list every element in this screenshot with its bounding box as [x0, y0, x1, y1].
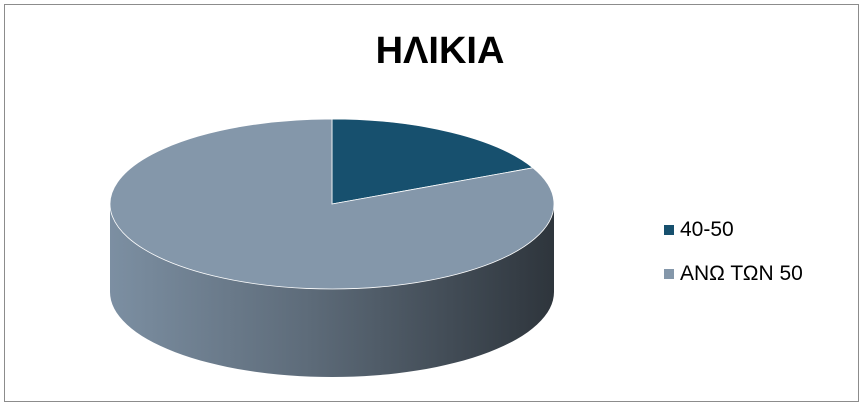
legend-swatch-40-50: [664, 225, 674, 235]
legend: 40-50 ΑΝΩ ΤΩΝ 50: [664, 218, 803, 306]
legend-label-over-50: ΑΝΩ ΤΩΝ 50: [680, 262, 803, 285]
pie-side-wall: [110, 204, 554, 377]
chart-title: ΗΛΙΚΙΑ: [375, 30, 505, 72]
legend-swatch-over-50: [664, 269, 674, 279]
pie-slice-over-50: [109, 118, 555, 290]
legend-item-40-50: 40-50: [664, 218, 803, 242]
legend-label-40-50: 40-50: [680, 218, 734, 241]
pie-slice-40-50: [331, 118, 534, 205]
legend-item-over-50: ΑΝΩ ΤΩΝ 50: [664, 262, 803, 286]
